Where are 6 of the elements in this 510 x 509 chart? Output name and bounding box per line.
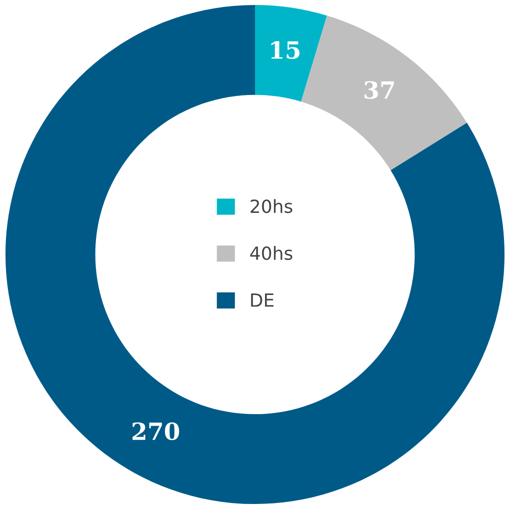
data-label: 37 bbox=[364, 81, 394, 99]
data-label: 15 bbox=[271, 41, 300, 59]
legend-label: 40hs bbox=[250, 246, 292, 260]
legend-label: DE bbox=[251, 294, 274, 307]
data-label: 270 bbox=[132, 422, 180, 440]
legend-label: 20hs bbox=[250, 199, 292, 214]
